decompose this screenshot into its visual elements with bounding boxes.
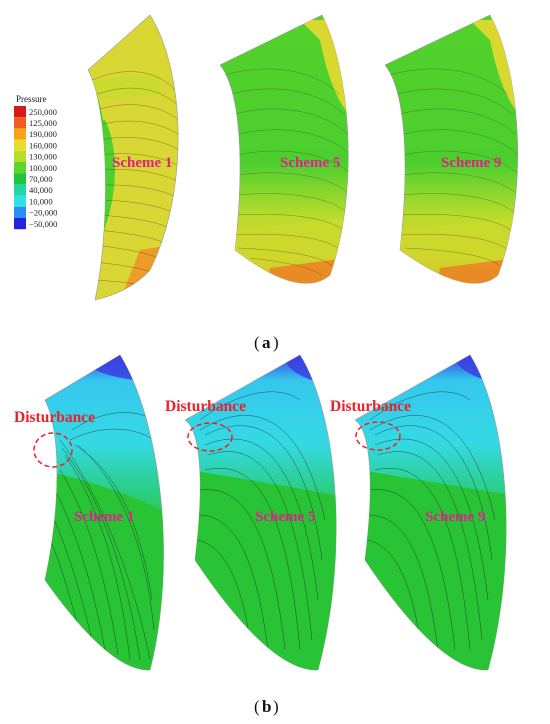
legend-label: −50,000	[29, 219, 57, 229]
legend-label: 10,000	[29, 196, 53, 206]
streamlines-a1	[91, 71, 179, 291]
disturbance-ellipse-5	[187, 422, 233, 452]
streamlines-b1	[49, 412, 164, 661]
legend-label: 40,000	[29, 185, 53, 195]
caption-b-close: )	[273, 697, 279, 716]
legend-label: 130,000	[29, 152, 57, 162]
caption-a-close: )	[273, 333, 279, 352]
legend-label: 70,000	[29, 174, 53, 184]
legend-label: 125,000	[29, 118, 57, 128]
caption-a: ( a )	[254, 333, 279, 352]
caption-a-letter: a	[262, 333, 271, 352]
scheme-label-b-1: Scheme 1	[74, 509, 134, 525]
streamlines-a5	[223, 68, 349, 277]
disturbance-label-1: Disturbance	[14, 409, 95, 426]
disturbance-label-5: Disturbance	[165, 398, 246, 415]
legend-label: 100,000	[29, 163, 57, 173]
legend-swatch	[14, 106, 26, 118]
scheme-label-a-9: Scheme 9	[441, 155, 501, 171]
panel-b: Disturbance Disturbance Disturbance Sche…	[14, 354, 507, 716]
legend-swatch	[14, 150, 26, 162]
legend-swatch	[14, 195, 26, 207]
legend-swatch	[14, 218, 26, 230]
streamlines-b9	[366, 391, 496, 651]
streamlines-a9	[388, 68, 518, 267]
legend-label: 160,000	[29, 140, 57, 150]
legend-label: 190,000	[29, 129, 57, 139]
scheme-label-a-5: Scheme 5	[280, 155, 340, 171]
disturbance-markers: Disturbance Disturbance Disturbance	[14, 398, 411, 468]
legend-swatch	[14, 184, 26, 196]
caption-b-open: (	[254, 697, 260, 716]
scheme-label-b-9: Scheme 9	[425, 509, 485, 525]
legend-label: 250,000	[29, 107, 57, 117]
scheme-label-a-1: Scheme 1	[112, 155, 172, 171]
streamlines-b5	[196, 391, 326, 651]
caption-b-letter: b	[262, 697, 271, 716]
legend-swatch	[14, 206, 26, 218]
caption-b: ( b )	[254, 697, 279, 716]
legend-label: −20,000	[29, 208, 57, 218]
caption-a-open: (	[254, 333, 260, 352]
legend-swatch	[14, 173, 26, 185]
legend-swatch	[14, 128, 26, 140]
legend-title: Pressure	[16, 94, 47, 104]
legend-swatch	[14, 117, 26, 129]
disturbance-ellipse-9	[355, 421, 401, 451]
disturbance-label-9: Disturbance	[330, 398, 411, 415]
disturbance-ellipse-1	[33, 432, 73, 468]
scheme-label-b-5: Scheme 5	[255, 509, 315, 525]
legend-swatch	[14, 139, 26, 151]
legend-swatch	[14, 162, 26, 174]
